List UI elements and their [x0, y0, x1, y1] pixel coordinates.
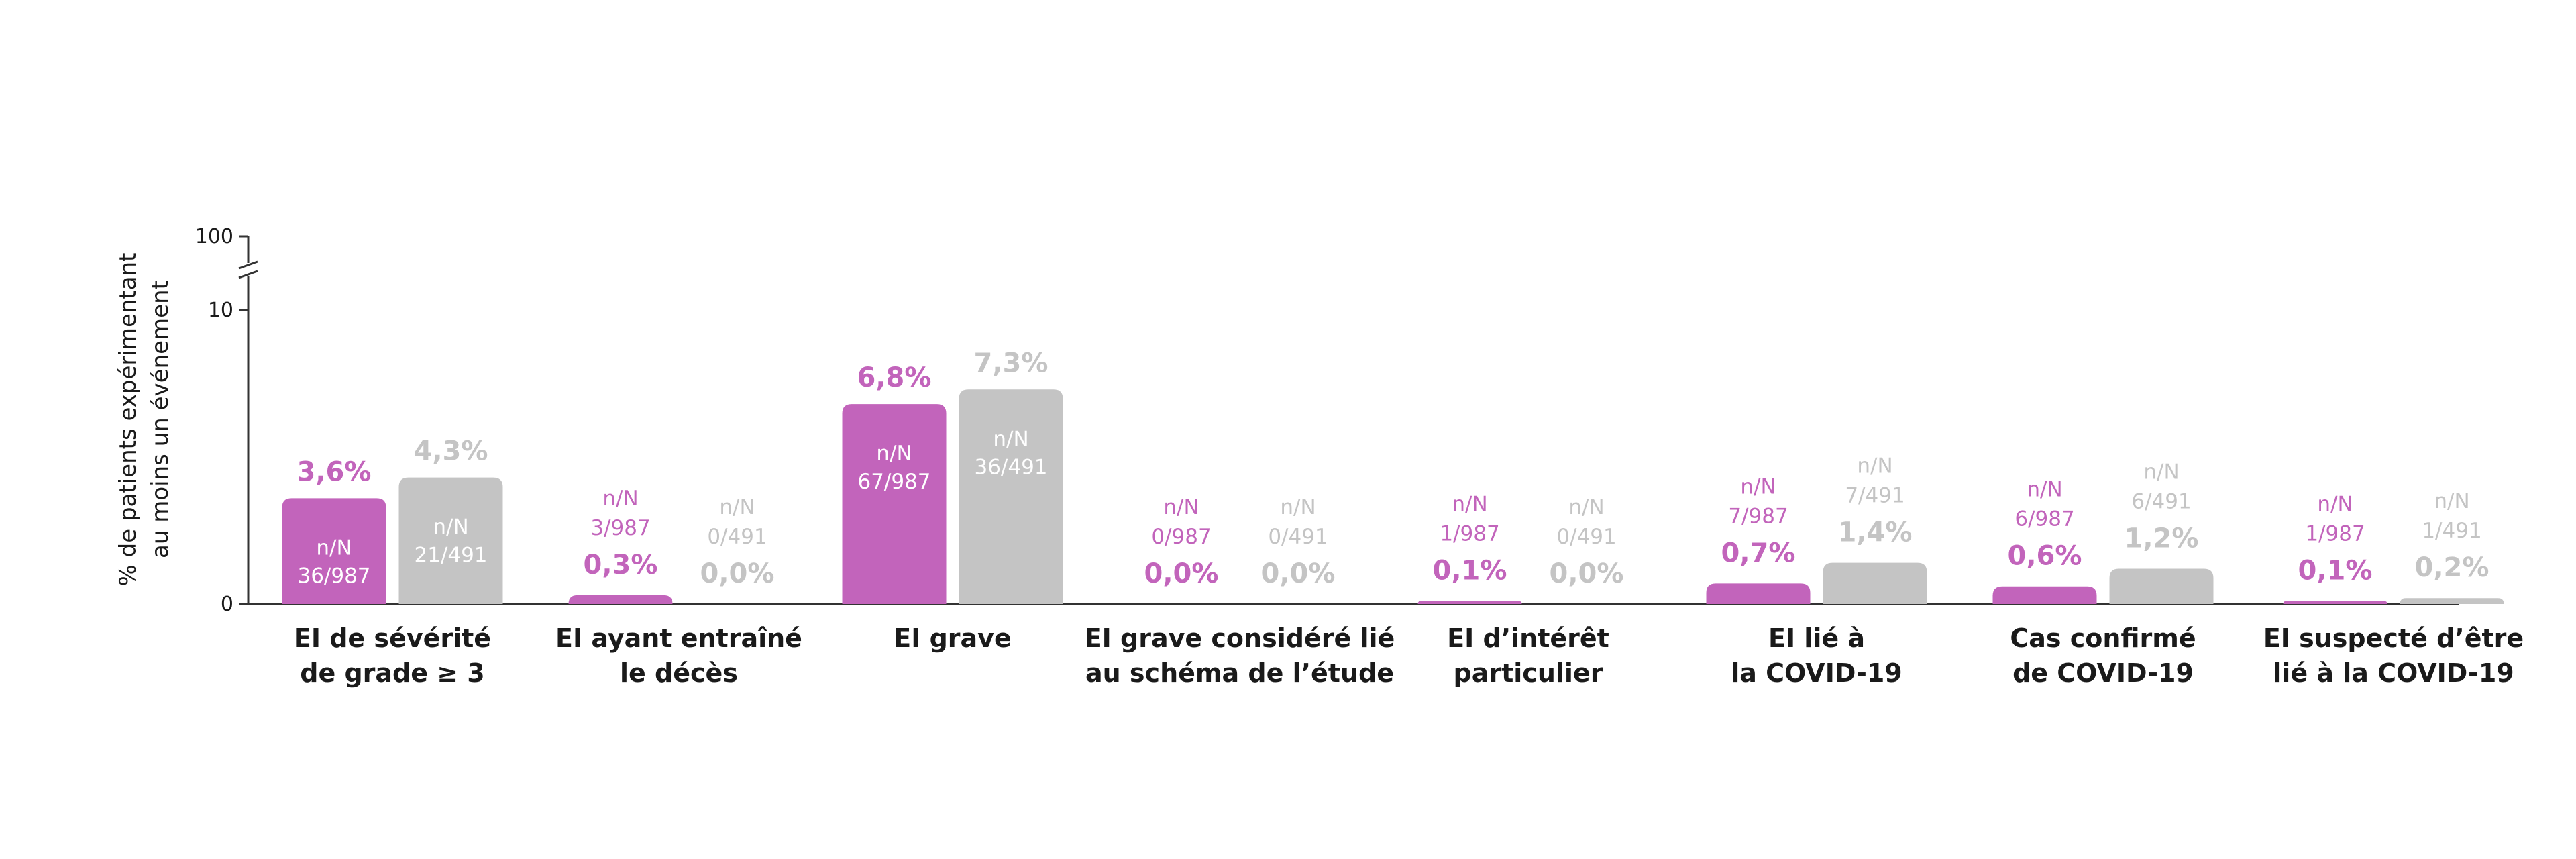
data-label-nn: 0/491: [1556, 525, 1616, 549]
x-tick-label: EI ayant entraîné: [555, 623, 802, 653]
x-tick-label: la COVID-19: [1731, 658, 1902, 688]
x-tick-label: le décès: [620, 658, 738, 688]
data-label-nn-header: n/N: [1452, 493, 1487, 517]
data-label-nn-header: n/N: [316, 536, 352, 560]
data-label-nn: 0/987: [1151, 525, 1211, 549]
x-tick-label: EI grave considéré lié: [1085, 623, 1395, 653]
data-label-nn-header: n/N: [433, 515, 468, 540]
data-label-nn-header: n/N: [1568, 495, 1604, 519]
data-label-percent: 0,0%: [1550, 558, 1624, 589]
y-axis-label: % de patients expérimentant au moins un é…: [115, 253, 174, 587]
data-label-percent: 0,0%: [1144, 558, 1219, 589]
bar: [1992, 586, 2097, 604]
y-tick-label: 100: [195, 225, 233, 248]
x-tick-label: EI grave: [894, 623, 1011, 653]
axis-break-mark: [238, 270, 258, 279]
x-tick-label: Cas confirmé: [2010, 623, 2196, 653]
data-label-nn-header: n/N: [1857, 454, 1892, 478]
data-label-nn: 1/987: [1440, 522, 1499, 546]
x-tick-label: lié à la COVID-19: [2273, 658, 2514, 688]
x-tick-label: EI d’intérêt: [1447, 623, 1609, 653]
data-label-percent: 0,3%: [584, 550, 658, 580]
bar: [282, 498, 386, 604]
x-tick-label: EI de sévérité: [294, 623, 491, 653]
data-label-nn-header: n/N: [993, 427, 1028, 451]
bar: [842, 404, 947, 604]
x-tick-label: particulier: [1454, 658, 1603, 688]
bar: [2109, 568, 2214, 604]
data-label-nn-header: n/N: [1163, 495, 1199, 519]
data-label-nn: 0/491: [1268, 525, 1328, 549]
data-label-nn: 3/987: [590, 516, 650, 540]
data-label-nn-header: n/N: [876, 442, 912, 466]
y-tick-label: 0: [221, 593, 233, 616]
data-label-nn: 67/987: [857, 470, 930, 494]
y-tick-label: 10: [208, 299, 233, 322]
data-label-percent: 1,4%: [1838, 517, 1913, 548]
data-label-percent: 0,1%: [2298, 556, 2373, 587]
data-label-nn: 21/491: [414, 544, 487, 568]
data-label-nn: 6/491: [2131, 489, 2191, 513]
data-label-percent: 0,7%: [1721, 538, 1796, 568]
data-label-percent: 0,0%: [1261, 558, 1336, 589]
data-label-percent: 1,2%: [2125, 523, 2199, 554]
data-label-nn-header: n/N: [2434, 489, 2469, 513]
y-axis-title-line: au moins un événement: [147, 281, 174, 558]
data-label-percent: 0,1%: [1433, 556, 1507, 587]
bar: [1706, 583, 1811, 604]
x-tick-label: de COVID-19: [2012, 658, 2194, 688]
data-label-nn: 1/491: [2422, 519, 2481, 543]
x-tick-label: de grade ≥ 3: [300, 658, 485, 688]
data-label-nn: 1/987: [2305, 522, 2365, 546]
data-label-nn: 6/987: [2015, 507, 2074, 532]
data-label-percent: 6,8%: [857, 362, 932, 393]
data-label-nn-header: n/N: [2143, 460, 2179, 484]
data-label-nn: 0/491: [707, 525, 767, 549]
data-label-percent: 4,3%: [414, 436, 488, 467]
category-labels: EI de sévérité de grade ≥ 3 EI ayant entra…: [294, 623, 2524, 688]
data-label-percent: 3,6%: [297, 456, 372, 487]
x-tick-label: au schéma de l’étude: [1085, 658, 1394, 688]
data-label-nn-header: n/N: [602, 487, 638, 511]
data-label-nn-header: n/N: [1280, 495, 1316, 519]
x-tick-label: EI suspecté d’être: [2263, 623, 2524, 653]
bar: [1417, 601, 1522, 604]
data-label-nn-header: n/N: [2317, 493, 2353, 517]
data-label-nn: 7/491: [1845, 484, 1904, 508]
data-label-percent: 0,2%: [2415, 552, 2489, 583]
data-label-nn-header: n/N: [719, 495, 755, 519]
data-label-nn: 36/491: [974, 455, 1047, 479]
data-label-nn-header: n/N: [1740, 474, 1776, 499]
axes: 0 10 100: [195, 225, 2459, 616]
bar: [398, 477, 503, 604]
bar: [2400, 598, 2504, 604]
data-label-nn-header: n/N: [2027, 478, 2062, 502]
x-tick-label: EI lié à: [1768, 623, 1865, 653]
data-label-nn: 7/987: [1728, 504, 1788, 528]
data-labels: 3,6% n/N 36/987 4,3% n/N 21/491 0,3% n/N 3/987 0,…: [297, 348, 2489, 589]
bar: [959, 389, 1063, 604]
bars: [282, 389, 2504, 604]
data-label-nn: 36/987: [297, 564, 370, 588]
data-label-percent: 7,3%: [974, 348, 1049, 378]
bar: [1823, 562, 1927, 604]
bar: [568, 595, 673, 604]
axis-break-mark: [238, 260, 258, 270]
data-label-percent: 0,0%: [700, 558, 775, 589]
data-label-percent: 0,6%: [2008, 541, 2082, 572]
bar: [2283, 601, 2387, 604]
y-axis-title-line: % de patients expérimentant: [115, 253, 142, 587]
